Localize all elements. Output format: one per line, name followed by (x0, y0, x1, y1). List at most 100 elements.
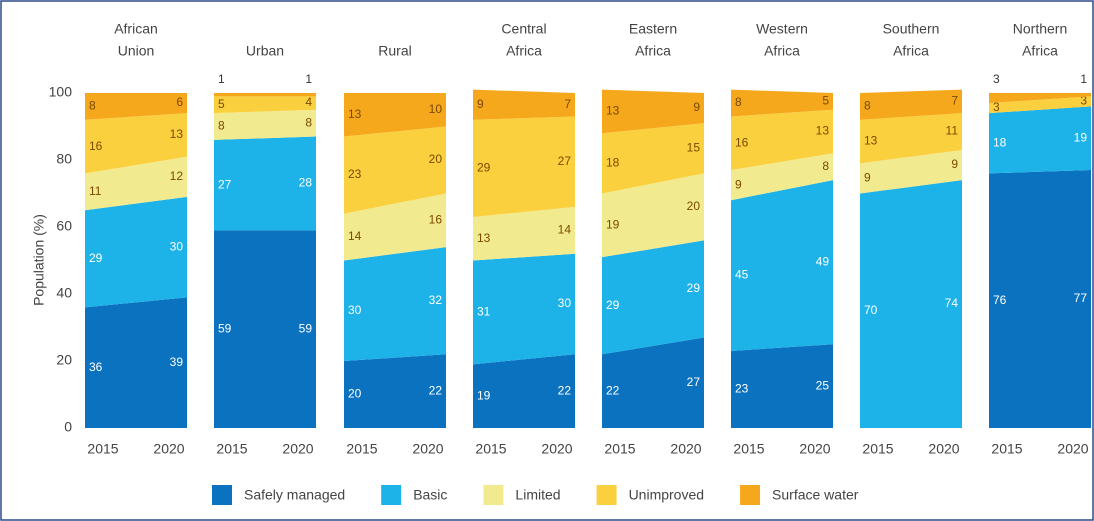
x-tick-label: 2015 (604, 441, 635, 457)
data-label: 23 (348, 167, 362, 181)
data-label: 14 (558, 223, 572, 237)
data-label: 59 (218, 321, 232, 335)
data-label: 3 (1080, 94, 1087, 108)
legend-swatch (596, 485, 617, 505)
panel-title: Northern (1013, 21, 1067, 37)
area-segment (85, 113, 187, 174)
data-label: 5 (218, 97, 225, 111)
data-label: 13 (864, 134, 878, 148)
data-label: 9 (864, 171, 871, 185)
data-label: 1 (305, 72, 312, 86)
data-label: 25 (816, 378, 830, 392)
data-label: 49 (816, 254, 830, 268)
area-segment (860, 89, 962, 120)
data-label: 30 (558, 296, 572, 310)
data-label: 36 (89, 360, 103, 374)
panel-title: Africa (635, 43, 671, 59)
data-label: 30 (348, 303, 362, 317)
data-label: 76 (993, 293, 1007, 307)
legend-swatch (483, 485, 504, 505)
area-segment (731, 344, 833, 428)
data-label: 8 (218, 119, 225, 133)
x-tick-label: 2015 (862, 441, 893, 457)
data-label: 3 (993, 72, 1000, 86)
legend-label: Surface water (772, 487, 859, 503)
data-label: 39 (170, 355, 184, 369)
area-segment (214, 136, 316, 231)
area-segment (473, 116, 575, 217)
data-label: 19 (606, 217, 620, 231)
data-label: 13 (348, 107, 362, 121)
legend-label: Unimproved (629, 487, 704, 503)
x-tick-label: 2015 (87, 441, 118, 457)
legend-swatch (740, 485, 761, 505)
data-label: 1 (218, 72, 225, 86)
data-label: 6 (176, 95, 183, 109)
area-segment (85, 196, 187, 308)
panel-title: Africa (1022, 43, 1058, 59)
area-segment (989, 170, 1091, 429)
area-segment (473, 253, 575, 365)
area-segment (731, 109, 833, 171)
area-segment (860, 180, 962, 428)
panel-title: African (114, 21, 158, 37)
area-segment (860, 149, 962, 194)
area-segment (214, 109, 316, 140)
area-segment (214, 230, 316, 428)
legend-label: Safely managed (244, 487, 345, 503)
x-tick-label: 2015 (475, 441, 506, 457)
data-label: 13 (606, 104, 620, 118)
panel-title: Urban (246, 43, 284, 59)
data-label: 77 (1074, 291, 1088, 305)
y-tick-label: 80 (56, 151, 72, 167)
data-label: 27 (687, 375, 701, 389)
data-label: 9 (477, 97, 484, 111)
data-label: 13 (816, 124, 830, 138)
area-segment (989, 106, 1091, 174)
data-label: 8 (822, 159, 829, 173)
legend-label: Basic (413, 487, 447, 503)
data-label: 18 (606, 156, 620, 170)
y-tick-label: 20 (56, 352, 72, 368)
data-label: 8 (305, 115, 312, 129)
data-label: 9 (951, 157, 958, 171)
x-tick-label: 2015 (733, 441, 764, 457)
area-segment (989, 93, 1091, 104)
panel-title: Africa (506, 43, 542, 59)
data-label: 16 (89, 139, 103, 153)
y-axis-label: Population (%) (31, 214, 47, 306)
panel-title: Union (118, 43, 155, 59)
area-segment (602, 337, 704, 428)
data-label: 27 (218, 177, 232, 191)
data-label: 22 (558, 383, 572, 397)
data-label: 23 (735, 382, 749, 396)
area-segment (85, 297, 187, 428)
y-tick-label: 60 (56, 218, 72, 234)
area-segment (602, 240, 704, 355)
x-tick-label: 2015 (991, 441, 1022, 457)
data-label: 7 (951, 94, 958, 108)
data-label: 10 (429, 102, 443, 116)
data-label: 11 (89, 184, 102, 198)
area-segment (731, 180, 833, 351)
panel-title: Africa (764, 43, 800, 59)
panel-title: Africa (893, 43, 929, 59)
data-label: 19 (477, 388, 491, 402)
data-label: 29 (89, 251, 103, 265)
data-label: 8 (89, 99, 96, 113)
data-label: 29 (477, 161, 491, 175)
data-label: 74 (945, 296, 959, 310)
y-tick-label: 100 (49, 84, 73, 100)
data-label: 29 (687, 281, 701, 295)
x-tick-label: 2020 (541, 441, 572, 457)
data-label: 22 (606, 383, 620, 397)
area-segment (731, 89, 833, 117)
data-label: 19 (1074, 130, 1088, 144)
panel-title: Central (501, 21, 546, 37)
area-segment (602, 123, 704, 194)
data-label: 28 (299, 176, 313, 190)
x-tick-label: 2020 (1057, 441, 1088, 457)
data-label: 31 (477, 305, 491, 319)
x-tick-label: 2020 (928, 441, 959, 457)
